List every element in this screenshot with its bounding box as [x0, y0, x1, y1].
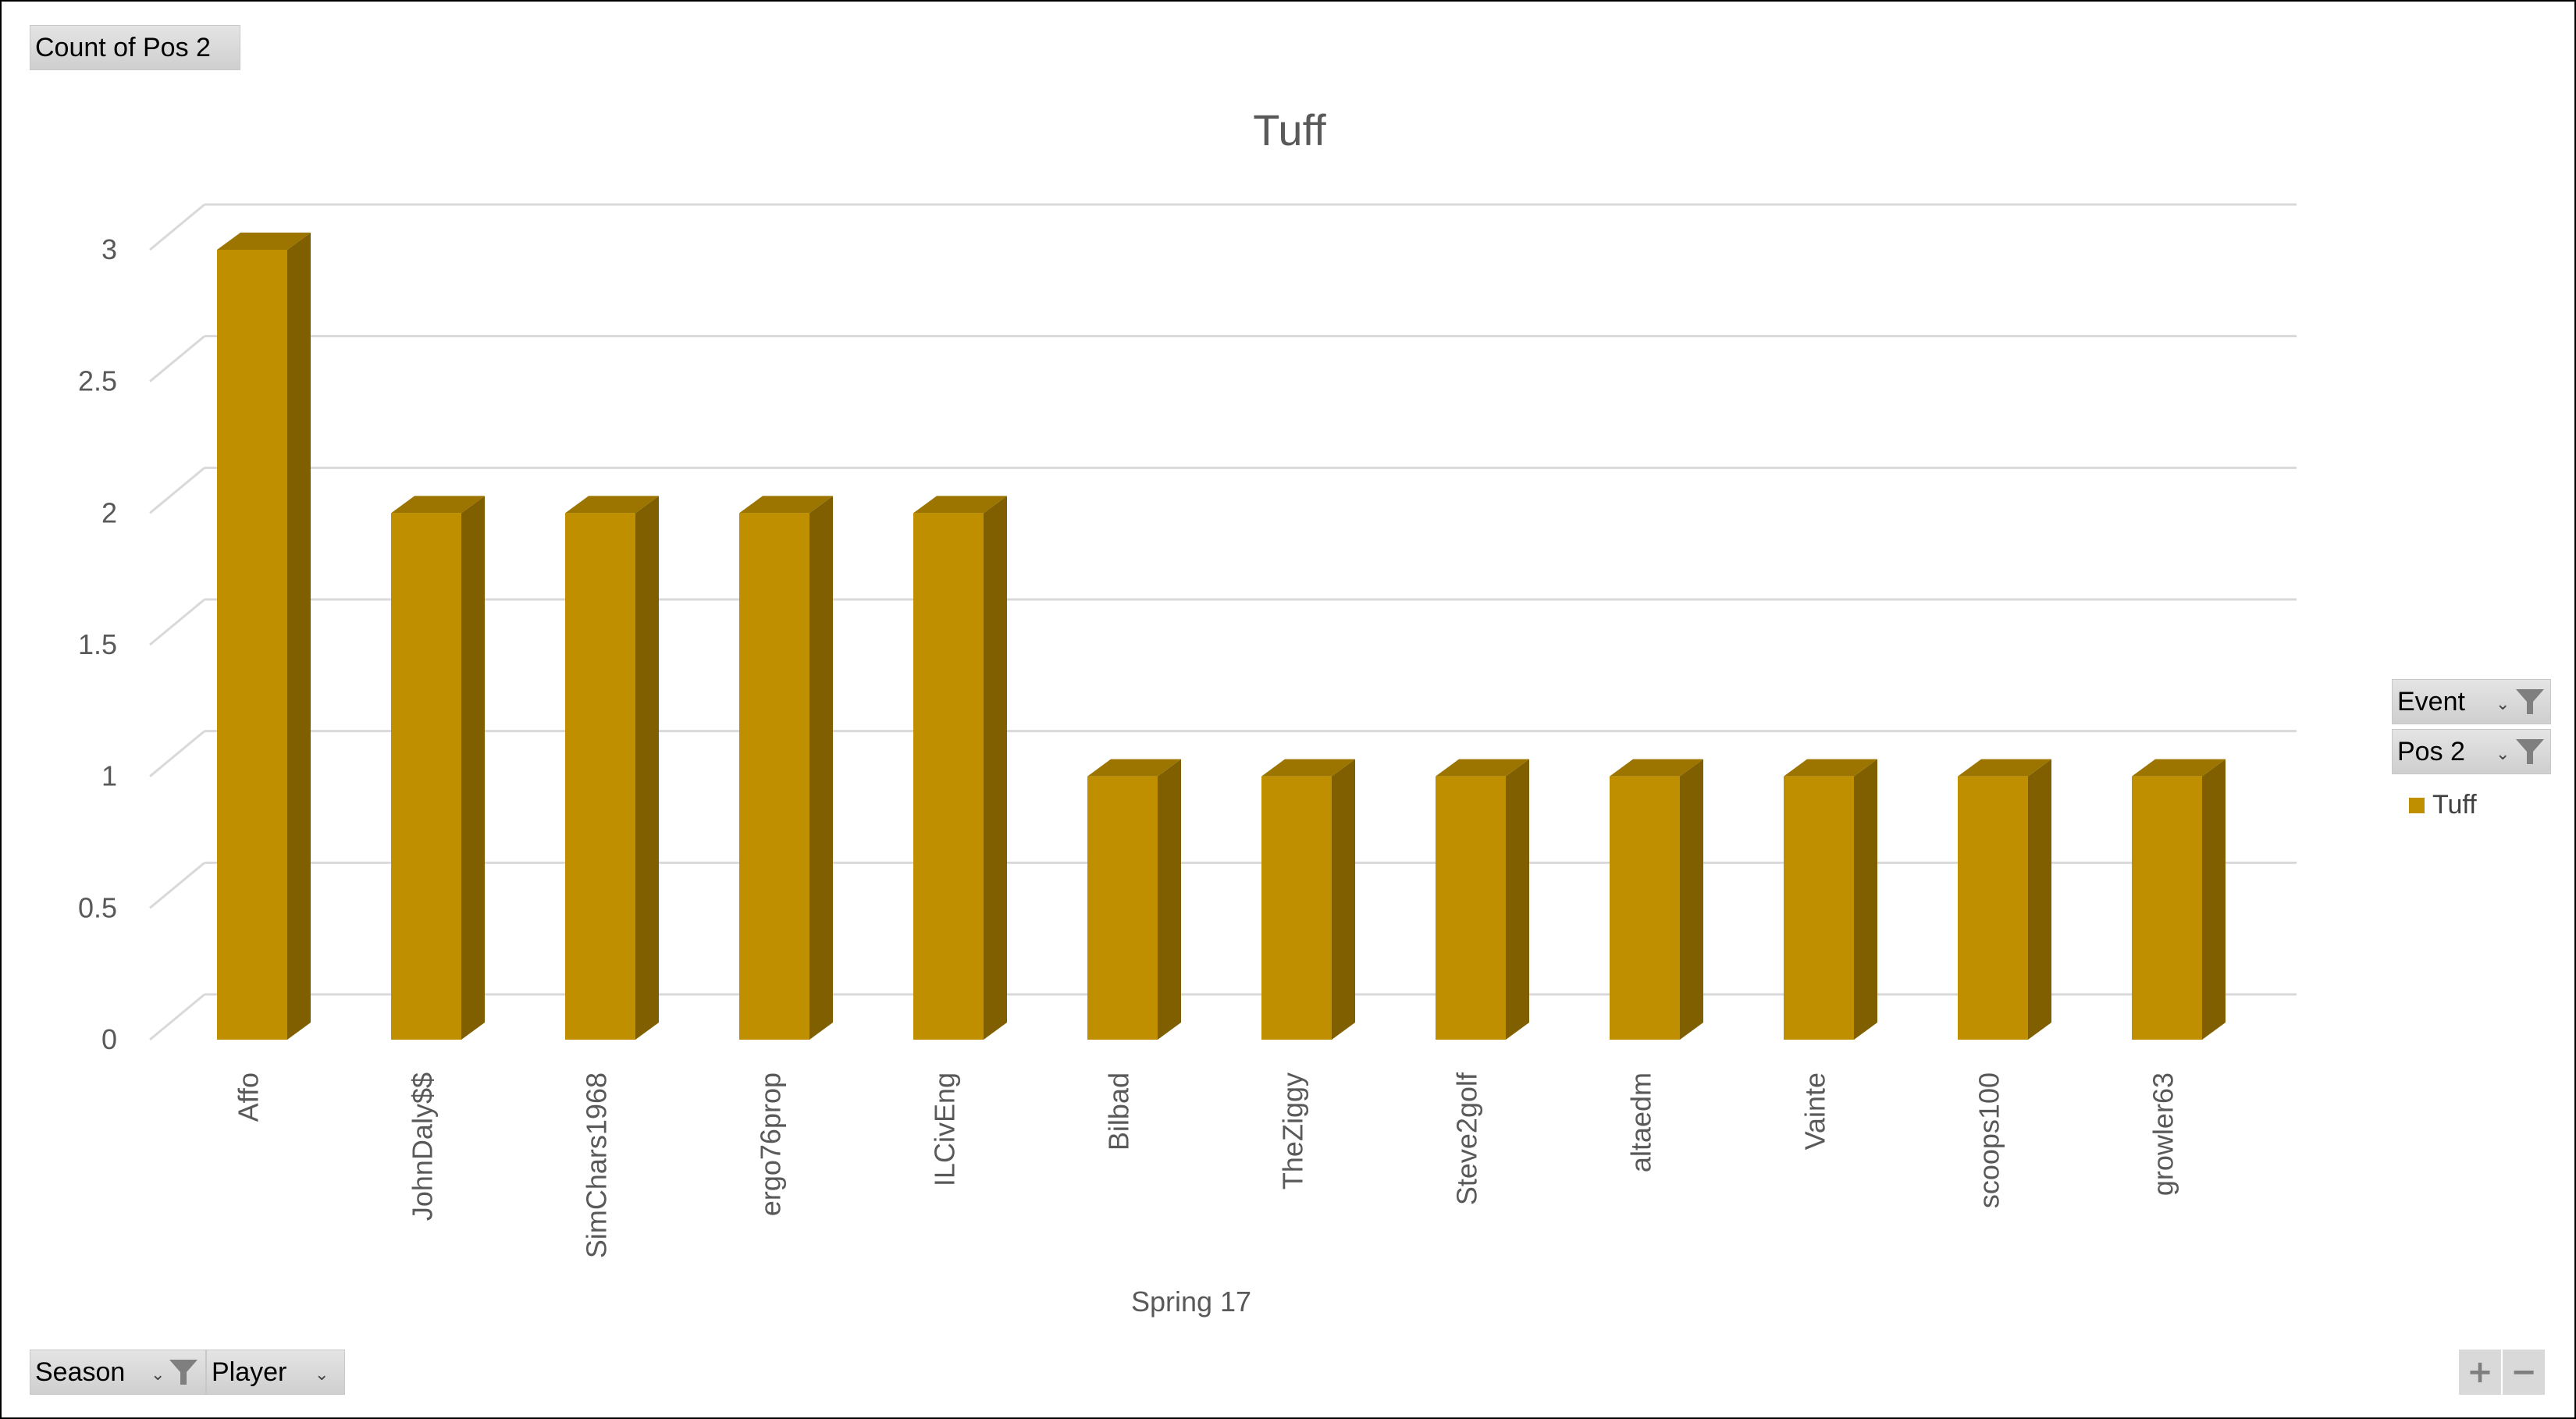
- axis-field-season-label: Season: [35, 1357, 126, 1387]
- y-tick-label: 0.5: [78, 891, 117, 923]
- bar: [217, 250, 287, 1040]
- legend-entry[interactable]: Tuff: [2409, 790, 2477, 820]
- filter-button-event-label: Event: [2397, 686, 2465, 717]
- x-tick-label: JohnDaly$$: [407, 1072, 439, 1221]
- filter-button-event[interactable]: Event ⌄: [2392, 679, 2551, 724]
- legend-label: Tuff: [2432, 790, 2477, 820]
- bar-top: [1087, 759, 1181, 777]
- bar: [1958, 776, 2028, 1040]
- gridline-diagonal: [149, 730, 205, 777]
- y-tick-label: 0: [101, 1023, 117, 1055]
- bar: [913, 513, 984, 1040]
- x-tick-label: growler63: [2147, 1072, 2179, 1196]
- bar: [1436, 776, 1506, 1040]
- bar-side: [2202, 759, 2226, 1040]
- x-tick-label: Bilbad: [1103, 1072, 1135, 1150]
- bar: [1610, 776, 1680, 1040]
- y-tick-label: 2.5: [78, 365, 117, 397]
- legend-swatch: [2409, 797, 2425, 813]
- x-tick-label: Affo: [233, 1072, 265, 1122]
- bar-side: [1332, 759, 1355, 1040]
- y-tick-label: 3: [101, 233, 117, 265]
- gridline-diagonal: [149, 862, 205, 909]
- filter-icon: [2516, 689, 2544, 714]
- gridline-diagonal: [149, 993, 205, 1041]
- chevron-down-icon: ⌄: [315, 1364, 329, 1384]
- bar-side: [984, 496, 1007, 1040]
- y-tick-label: 1: [101, 760, 117, 792]
- gridline-diagonal: [149, 598, 205, 646]
- bar: [1261, 776, 1332, 1040]
- chevron-down-icon: ⌄: [2496, 744, 2510, 763]
- x-tick-label: Steve2golf: [1451, 1072, 1483, 1205]
- bar-top: [913, 496, 1007, 514]
- bar-top: [739, 496, 833, 514]
- bar: [739, 513, 809, 1040]
- filter-icon: [2516, 739, 2544, 764]
- bar: [391, 513, 461, 1040]
- bar-top: [1958, 759, 2051, 777]
- x-group-label: Spring 17: [1131, 1286, 1251, 1318]
- collapse-field-button[interactable]: −: [2503, 1350, 2545, 1395]
- bar: [1087, 776, 1158, 1040]
- bar-top: [391, 496, 485, 514]
- bar-side: [287, 233, 311, 1040]
- bar-top: [1610, 759, 1703, 777]
- bar-side: [1680, 759, 1703, 1040]
- x-tick-label: SimChars1968: [581, 1072, 613, 1258]
- x-tick-label: ergo76prop: [755, 1072, 787, 1216]
- value-field-label: Count of Pos 2: [35, 32, 211, 62]
- x-tick-label: scoops100: [1973, 1072, 2005, 1208]
- bar-top: [1261, 759, 1355, 777]
- bar: [1784, 776, 1854, 1040]
- gridline-diagonal: [149, 203, 205, 251]
- bar-side: [1158, 759, 1181, 1040]
- bar-side: [635, 496, 659, 1040]
- filter-button-pos2[interactable]: Pos 2 ⌄: [2392, 729, 2551, 774]
- bar-top: [1784, 759, 1877, 777]
- filter-icon: [169, 1360, 197, 1385]
- x-tick-label: altaedm: [1625, 1072, 1657, 1172]
- bar-top: [217, 233, 311, 250]
- bar: [565, 513, 635, 1040]
- bar-top: [2132, 759, 2226, 777]
- bar-side: [1506, 759, 1529, 1040]
- bar-side: [1854, 759, 1877, 1040]
- gridline-diagonal: [149, 335, 205, 382]
- bar-top: [565, 496, 659, 514]
- expand-field-button[interactable]: +: [2459, 1350, 2501, 1395]
- chevron-down-icon: ⌄: [2496, 694, 2510, 713]
- chart-title: Tuff: [1253, 105, 1326, 155]
- plus-icon: +: [2467, 1354, 2493, 1390]
- bar-side: [809, 496, 833, 1040]
- bar: [2132, 776, 2202, 1040]
- y-tick-label: 1.5: [78, 628, 117, 660]
- axis-field-player-label: Player: [212, 1357, 287, 1387]
- x-tick-label: Vainte: [1799, 1072, 1831, 1150]
- filter-button-pos2-label: Pos 2: [2397, 736, 2465, 766]
- bar-side: [461, 496, 485, 1040]
- axis-field-button-player[interactable]: Player ⌄: [206, 1350, 345, 1395]
- bar-top: [1436, 759, 1529, 777]
- x-tick-label: ILCivEng: [929, 1072, 961, 1186]
- bar-side: [2028, 759, 2051, 1040]
- y-tick-label: 2: [101, 496, 117, 528]
- gridline-diagonal: [149, 467, 205, 514]
- value-field-button[interactable]: Count of Pos 2: [30, 25, 240, 70]
- x-tick-label: TheZiggy: [1277, 1072, 1309, 1190]
- minus-icon: −: [2510, 1354, 2537, 1390]
- chevron-down-icon: ⌄: [151, 1364, 165, 1384]
- axis-field-button-season[interactable]: Season ⌄: [30, 1350, 206, 1395]
